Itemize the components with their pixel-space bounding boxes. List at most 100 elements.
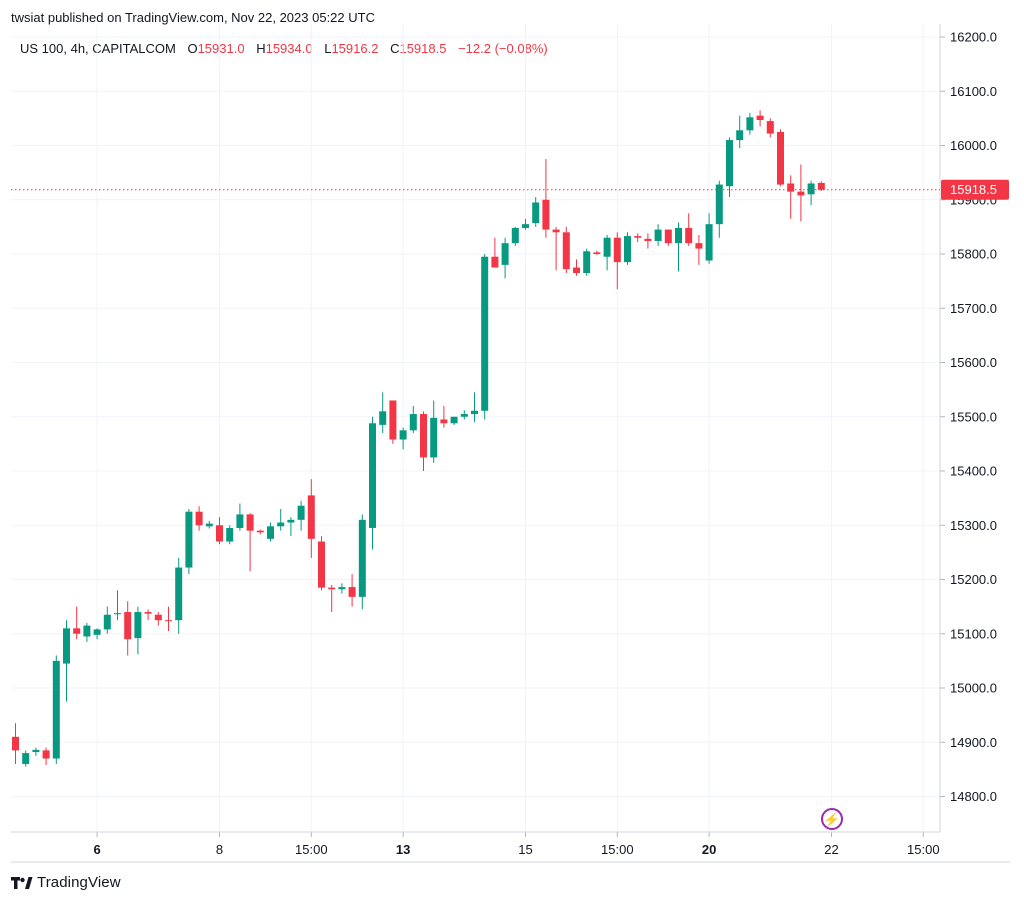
open-value: 15931.0 bbox=[197, 41, 245, 56]
candle bbox=[787, 175, 795, 219]
candle-body bbox=[205, 523, 213, 527]
candle bbox=[103, 606, 111, 634]
candle-body bbox=[613, 237, 621, 263]
publish-attribution: twsiat published on TradingView.com, Nov… bbox=[11, 10, 375, 25]
axis-labels: 16200.016100.016000.015900.015800.015700… bbox=[93, 30, 997, 858]
candle bbox=[73, 606, 81, 640]
high-value: 15934.0 bbox=[265, 41, 313, 56]
candle-body bbox=[746, 117, 754, 131]
candle bbox=[256, 529, 264, 535]
candle bbox=[93, 628, 101, 640]
candle bbox=[613, 232, 621, 290]
candle-body bbox=[124, 612, 132, 640]
candle-body bbox=[715, 184, 723, 225]
x-tick-label: 6 bbox=[93, 842, 100, 857]
x-tick-label: 15:00 bbox=[601, 842, 634, 857]
candle bbox=[777, 129, 784, 187]
candle-body bbox=[736, 130, 744, 141]
candle-body bbox=[766, 121, 774, 134]
candle bbox=[399, 427, 407, 450]
candle bbox=[287, 517, 295, 537]
candle bbox=[246, 513, 254, 572]
candle-body bbox=[481, 256, 489, 411]
candle bbox=[654, 224, 662, 246]
y-tick-label: 15200.0 bbox=[950, 572, 997, 587]
candle bbox=[756, 110, 764, 127]
candle-body bbox=[634, 236, 642, 238]
candle bbox=[216, 517, 223, 545]
candle bbox=[297, 500, 305, 531]
y-tick-label: 15300.0 bbox=[950, 518, 997, 533]
y-tick-label: 16000.0 bbox=[950, 138, 997, 153]
candle bbox=[42, 747, 50, 766]
candle-body bbox=[807, 183, 815, 195]
candle-body bbox=[450, 416, 458, 424]
candle bbox=[573, 259, 580, 276]
candle-body bbox=[726, 140, 733, 187]
candle bbox=[542, 159, 550, 238]
candle-body bbox=[542, 199, 550, 230]
candle bbox=[420, 411, 427, 471]
candles bbox=[12, 110, 825, 767]
candle bbox=[12, 723, 19, 764]
candle-body bbox=[246, 514, 254, 531]
candle bbox=[501, 237, 509, 279]
y-tick-label: 14800.0 bbox=[950, 789, 997, 804]
candle bbox=[736, 115, 744, 149]
y-tick-label: 15500.0 bbox=[950, 409, 997, 424]
candle-body bbox=[93, 629, 101, 635]
candle-body bbox=[379, 411, 387, 425]
candle-body bbox=[654, 229, 662, 241]
candle-body bbox=[358, 519, 366, 597]
open-label: O bbox=[187, 41, 198, 56]
candle bbox=[450, 416, 458, 425]
candle bbox=[22, 750, 30, 767]
candle bbox=[369, 416, 376, 550]
candle-body bbox=[603, 237, 611, 257]
y-tick-label: 16100.0 bbox=[950, 84, 997, 99]
candle bbox=[715, 180, 723, 238]
candle bbox=[338, 583, 346, 594]
candle bbox=[705, 213, 713, 264]
candle bbox=[277, 508, 285, 531]
candle-body bbox=[22, 753, 30, 764]
candle-body bbox=[409, 414, 417, 431]
candle-body bbox=[52, 660, 60, 759]
candle-body bbox=[12, 736, 19, 751]
candle bbox=[226, 525, 234, 545]
x-tick-label: 20 bbox=[702, 842, 716, 857]
candlestick-chart[interactable]: 16200.016100.016000.015900.015800.015700… bbox=[0, 0, 1024, 870]
candle bbox=[318, 536, 325, 591]
close-label: C bbox=[390, 41, 400, 56]
candle bbox=[797, 164, 805, 222]
candle bbox=[471, 392, 478, 423]
candle-body bbox=[593, 252, 601, 254]
candle-body bbox=[42, 750, 50, 759]
candle bbox=[124, 601, 132, 656]
brand-footer[interactable]: TradingView bbox=[11, 874, 121, 891]
candle bbox=[603, 235, 611, 271]
candle bbox=[593, 250, 601, 256]
candle-body bbox=[226, 527, 234, 542]
candle bbox=[460, 410, 468, 420]
x-tick-label: 15:00 bbox=[295, 842, 328, 857]
candle bbox=[175, 557, 183, 634]
candle bbox=[664, 229, 672, 246]
candle-body bbox=[328, 587, 336, 590]
candle-body bbox=[277, 522, 285, 527]
candle bbox=[624, 232, 631, 265]
candle-body bbox=[471, 410, 478, 415]
candle bbox=[63, 620, 70, 702]
symbol-info[interactable]: US 100, 4h, CAPITALCOM bbox=[20, 41, 176, 56]
candle-body bbox=[338, 587, 346, 590]
candle bbox=[205, 520, 213, 529]
candle bbox=[430, 400, 438, 463]
x-tick-label: 15 bbox=[518, 842, 532, 857]
candle-body bbox=[491, 256, 499, 268]
lightning-icon[interactable]: ⚡ bbox=[821, 808, 843, 830]
candle-body bbox=[134, 612, 142, 639]
y-tick-label: 15100.0 bbox=[950, 626, 997, 641]
grid-lines bbox=[11, 24, 940, 832]
candle-body bbox=[777, 131, 784, 185]
candle bbox=[358, 514, 366, 610]
